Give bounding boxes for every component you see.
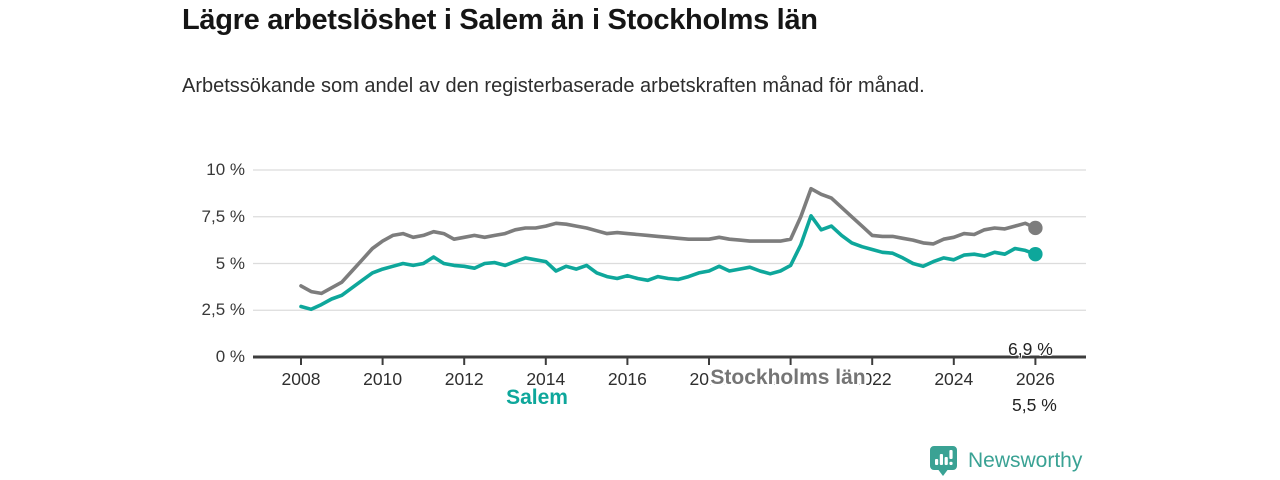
chart-canvas (253, 169, 1086, 365)
x-axis-tick-label: 2020 (771, 369, 811, 389)
x-axis-tick-label: 2012 (444, 369, 484, 389)
unemployment-line-chart: 0 % 2,5 % 5 % 7,5 % 10 % 2008 2010 2012 2014 2016… (0, 140, 1280, 415)
x-axis-tick-label: 2018 (689, 369, 729, 389)
x-axis-tick-label: 2014 (526, 369, 566, 389)
newsworthy-logo[interactable]: Newsworthy (928, 444, 1082, 477)
page-subtitle: Arbetssökande som andel av den registerb… (182, 75, 925, 97)
y-axis-tick-label: 0 % (215, 347, 245, 366)
x-axis-tick-label: 2016 (607, 369, 647, 389)
x-axis-tick-label: 2026 (1015, 369, 1055, 389)
newsworthy-icon (930, 446, 957, 476)
end-value-label-stockholms-lan: 6,9 % (1008, 339, 1053, 359)
newsworthy-brand-text: Newsworthy (968, 448, 1083, 472)
y-axis-tick-label: 7,5 % (201, 206, 245, 226)
x-axis-tick-label: 2024 (934, 369, 974, 389)
x-axis-tick-label: 2008 (281, 369, 321, 389)
y-axis-tick-label: 2,5 % (201, 300, 245, 320)
end-dot-salem (1028, 246, 1043, 262)
series-line-salem (299, 214, 1038, 312)
end-dot-stockholms-lan (1028, 220, 1043, 236)
series-label-stockholms-lan: Stockholms län (710, 366, 866, 389)
series-line-stockholms-lan (299, 186, 1038, 296)
page-title: Lägre arbetslöshet i Salem än i Stockhol… (182, 4, 818, 36)
y-axis-tick-label: 10 % (206, 160, 245, 179)
y-axis-tick-label: 5 % (215, 253, 245, 273)
end-value-label-salem: 5,5 % (1012, 395, 1057, 415)
series-label-salem: Salem (506, 386, 568, 409)
x-axis-tick-label: 2022 (852, 369, 892, 389)
x-axis-tick-label: 2010 (363, 369, 403, 389)
